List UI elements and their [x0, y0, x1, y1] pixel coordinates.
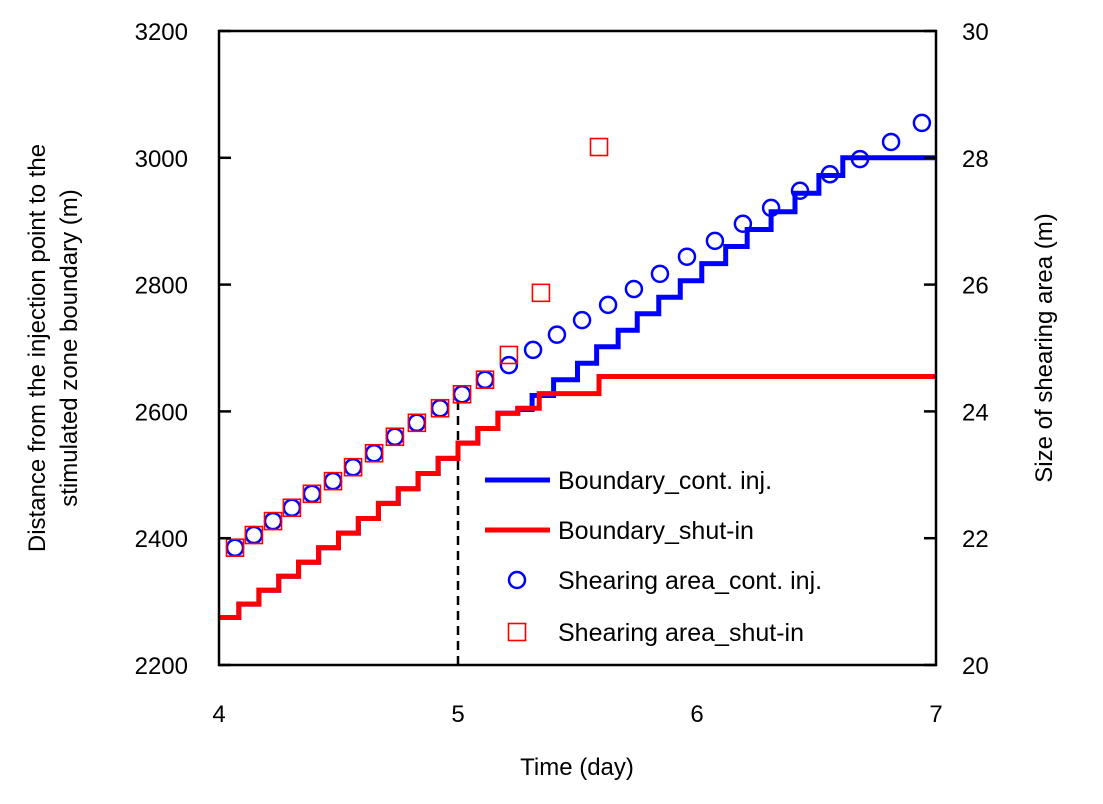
point-shearing-area-shut-in [323, 471, 343, 491]
point-shearing-area-shut-in [244, 525, 264, 545]
point-shearing-area-cont-inj [523, 340, 543, 360]
point-shearing-area-cont-inj [650, 264, 670, 284]
point-shearing-area-cont-inj [547, 325, 567, 344]
point-shearing-area-cont-inj [881, 132, 901, 152]
point-shearing-area-cont-inj [820, 165, 840, 184]
x-tick-label: 5 [451, 701, 464, 728]
point-shearing-area-cont-inj [475, 370, 495, 389]
point-shearing-area-cont-inj [244, 525, 264, 545]
point-shearing-area-shut-in [407, 413, 427, 433]
point-shearing-area-cont-inj [705, 231, 725, 251]
legend: Boundary_cont. inj. Boundary_shut-in Shear… [485, 467, 822, 647]
point-shearing-area-cont-inj [302, 484, 322, 504]
point-shearing-area-cont-inj [598, 295, 618, 315]
point-shearing-area-cont-inj [761, 198, 781, 218]
point-shearing-area-cont-inj [452, 385, 472, 404]
point-shearing-area-cont-inj [850, 149, 870, 169]
legend-label: Shearing area_shut-in [558, 619, 804, 647]
legend-label: Boundary_shut-in [558, 517, 754, 545]
point-shearing-area-cont-inj [323, 471, 343, 491]
point-shearing-area-cont-inj [364, 443, 384, 463]
point-shearing-area-shut-in [499, 345, 519, 365]
y-axis-left-label-line1: Distance from the injection point to the [24, 144, 51, 552]
point-shearing-area-cont-inj [282, 498, 302, 518]
point-shearing-area-cont-inj [343, 457, 363, 477]
x-tick-label: 4 [212, 701, 225, 728]
y-left-tick-label: 2600 [135, 399, 188, 426]
point-shearing-area-shut-in [282, 498, 302, 518]
point-shearing-area-cont-inj [499, 355, 519, 375]
point-shearing-area-shut-in [385, 427, 405, 447]
y-left-tick-label: 2200 [135, 653, 188, 680]
point-shearing-area-cont-inj [572, 310, 592, 330]
point-shearing-area-shut-in [589, 137, 609, 157]
series-boundary-shut-in [219, 374, 936, 620]
y-left-tick-label: 3200 [135, 19, 188, 46]
point-shearing-area-cont-inj [912, 113, 932, 133]
plot-frame [217, 29, 938, 667]
plot-marks [219, 113, 936, 665]
y-right-tick-label: 30 [962, 19, 989, 46]
point-shearing-area-shut-in [430, 398, 450, 418]
legend-label: Boundary_cont. inj. [558, 467, 772, 495]
point-shearing-area-cont-inj [430, 398, 450, 418]
y-right-tick-label: 20 [962, 653, 989, 680]
point-shearing-area-cont-inj [263, 511, 283, 531]
legend-swatch-circle [507, 570, 527, 590]
point-shearing-area-cont-inj [225, 538, 245, 557]
y-right-tick-label: 22 [962, 526, 989, 553]
point-shearing-area-shut-in [302, 484, 322, 504]
x-axis-label: Time (day) [520, 754, 634, 781]
point-shearing-area-cont-inj [733, 214, 753, 233]
y-left-tick-label: 2800 [135, 273, 188, 300]
x-tick-label: 7 [929, 701, 942, 728]
point-shearing-area-shut-in [364, 443, 384, 463]
point-shearing-area-cont-inj [407, 413, 427, 433]
axis-ticks: 4 5 6 7 2200 2400 2600 2800 3000 3200 20 22 24 26 28 30 [135, 19, 989, 728]
point-shearing-area-cont-inj [385, 427, 405, 447]
legend-label: Shearing area_cont. inj. [558, 567, 822, 595]
point-shearing-area-cont-inj [677, 247, 697, 266]
point-shearing-area-shut-in [452, 384, 472, 404]
y-left-tick-label: 3000 [135, 146, 188, 173]
y-left-tick-label: 2400 [135, 526, 188, 553]
point-shearing-area-cont-inj [790, 181, 810, 201]
legend-swatch-square [507, 622, 527, 642]
point-shearing-area-shut-in [263, 511, 283, 531]
y-axis-left-label-line2: stimulated zone boundary (m) [56, 189, 83, 506]
point-shearing-area-shut-in [475, 370, 495, 390]
y-right-tick-label: 28 [962, 146, 989, 173]
y-right-tick-label: 24 [962, 399, 989, 426]
point-shearing-area-shut-in [531, 283, 551, 303]
point-shearing-area-cont-inj [624, 279, 644, 299]
y-right-tick-label: 26 [962, 273, 989, 300]
point-shearing-area-shut-in [343, 457, 363, 477]
point-shearing-area-shut-in [225, 538, 245, 558]
y-axis-right-label: Size of shearing area (m) [1031, 213, 1058, 482]
x-tick-label: 6 [690, 701, 703, 728]
